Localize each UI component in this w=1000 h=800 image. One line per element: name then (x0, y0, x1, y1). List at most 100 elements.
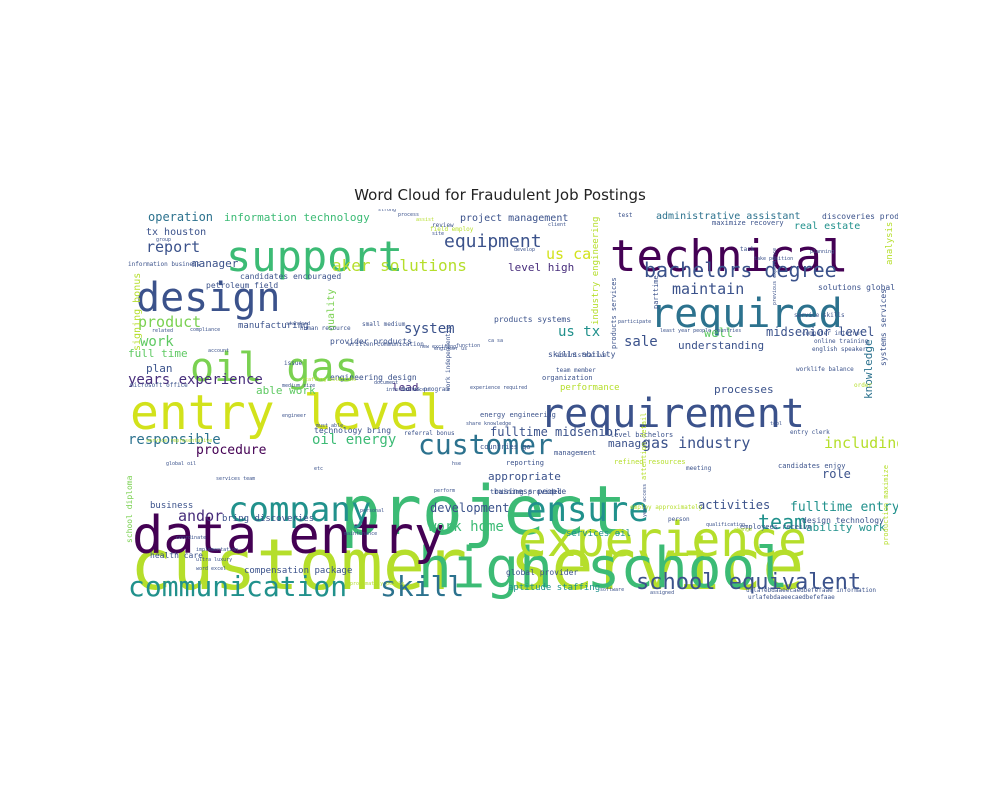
word-57: plan (146, 362, 173, 375)
word-143: related (152, 328, 173, 334)
word-6: technical (610, 231, 848, 282)
word-166: services team (216, 476, 255, 482)
word-136: planning (810, 249, 834, 255)
word-56: ability work (806, 521, 886, 534)
word-104: online training (814, 338, 869, 345)
word-148: develop (514, 247, 535, 253)
word-154: standard (286, 321, 310, 327)
word-25: maintain (672, 280, 744, 298)
word-55: manage (608, 437, 648, 450)
word-64: engineering design (330, 373, 417, 382)
word-157: medium size (282, 383, 315, 389)
word-122: global oil (166, 461, 196, 467)
word-123: work independently (445, 326, 452, 391)
word-68: design technology (802, 516, 884, 525)
word-142: etc (314, 466, 323, 472)
word-116: bonus program (402, 386, 449, 393)
word-22: years experience (128, 372, 263, 388)
word-128: ultra luxury (196, 557, 232, 563)
word-153: client (548, 222, 566, 228)
word-149: function (456, 343, 480, 349)
word-102: administrative (556, 352, 607, 359)
word-70: bring discoveries (222, 514, 314, 524)
word-101: reporting (506, 459, 544, 467)
word-2: high school (418, 536, 789, 599)
word-99: organization (542, 374, 593, 382)
word-67: aptitude staffing (508, 583, 600, 593)
word-151: strong (378, 209, 396, 213)
word-26: work home (428, 519, 504, 535)
word-3: data entry (132, 506, 445, 566)
word-16: customer (418, 428, 553, 461)
word-72: global provider (506, 568, 578, 577)
word-170: year access (642, 484, 648, 517)
word-62: real estate (794, 221, 860, 232)
word-168: must able (316, 423, 343, 429)
word-125: share knowledge (466, 421, 511, 427)
word-41: operation (148, 210, 213, 224)
word-115: referral bonus (404, 430, 455, 437)
word-40: activities (698, 498, 770, 512)
word-10: design (136, 275, 281, 321)
word-177: ca sa (488, 338, 503, 344)
word-129: word excel (196, 566, 226, 572)
word-24: responsible (128, 432, 221, 448)
word-58: full time (128, 347, 188, 360)
word-103: english speaker (812, 346, 867, 353)
word-38: development (430, 501, 509, 515)
word-12: company (228, 490, 371, 530)
word-53: able work (256, 384, 316, 397)
word-39: fulltime entry (790, 500, 898, 515)
word-11: oil gas (190, 345, 359, 391)
word-4: experience (518, 512, 807, 568)
word-109: products services (610, 277, 618, 349)
word-86: health care (150, 551, 203, 560)
word-132: urlafebdaaeecaedbefefaae (748, 594, 835, 599)
word-94: countries go (480, 443, 531, 451)
word-120: field employ (430, 226, 474, 233)
word-19: equipment (444, 231, 542, 252)
word-32: report (146, 238, 200, 256)
word-96: training provided (490, 488, 562, 496)
word-146: issue (284, 360, 302, 367)
word-98: attention detail (640, 413, 648, 480)
word-65: technology bring (314, 426, 391, 435)
word-59: tx houston (146, 227, 206, 238)
word-137: order (854, 382, 872, 389)
word-92: production maximize (882, 465, 890, 545)
word-117: human resource (300, 325, 351, 332)
word-79: school diploma (126, 475, 134, 543)
word-0: customer service (130, 524, 804, 599)
word-73: business people (494, 487, 566, 496)
word-133: parttime (652, 275, 660, 309)
word-35: us tx (558, 324, 600, 340)
word-112: team member (556, 367, 596, 374)
word-169: service representative (146, 438, 212, 444)
word-52: well (704, 326, 733, 340)
word-27: gas industry (642, 434, 750, 452)
word-144: account (208, 348, 229, 354)
word-85: performance (560, 383, 620, 393)
word-78: signing bonus (132, 273, 143, 351)
word-135: task (740, 246, 755, 253)
word-124: experience required (470, 385, 527, 391)
word-54: lead (392, 381, 419, 394)
word-77: petroleum field (206, 281, 278, 290)
word-18: bachelors degree (644, 258, 837, 282)
word-174: new exciting (420, 344, 456, 350)
word-46: appropriate (488, 470, 561, 483)
word-44: midsenior level (766, 325, 874, 339)
word-42: information technology (224, 211, 370, 224)
word-74: products systems (494, 315, 571, 324)
word-7: support (226, 232, 403, 281)
word-173: previous experience (772, 248, 778, 305)
word-121: employ approximately (630, 504, 703, 511)
word-9: required (650, 291, 843, 337)
word-150: assist (416, 217, 434, 223)
word-45: fulltime midsenior (490, 425, 620, 439)
word-13: ensure (526, 490, 649, 530)
word-140: person (668, 516, 690, 523)
word-80: quality (326, 289, 337, 331)
word-29: product (138, 313, 201, 331)
word-60: project management (460, 213, 568, 224)
